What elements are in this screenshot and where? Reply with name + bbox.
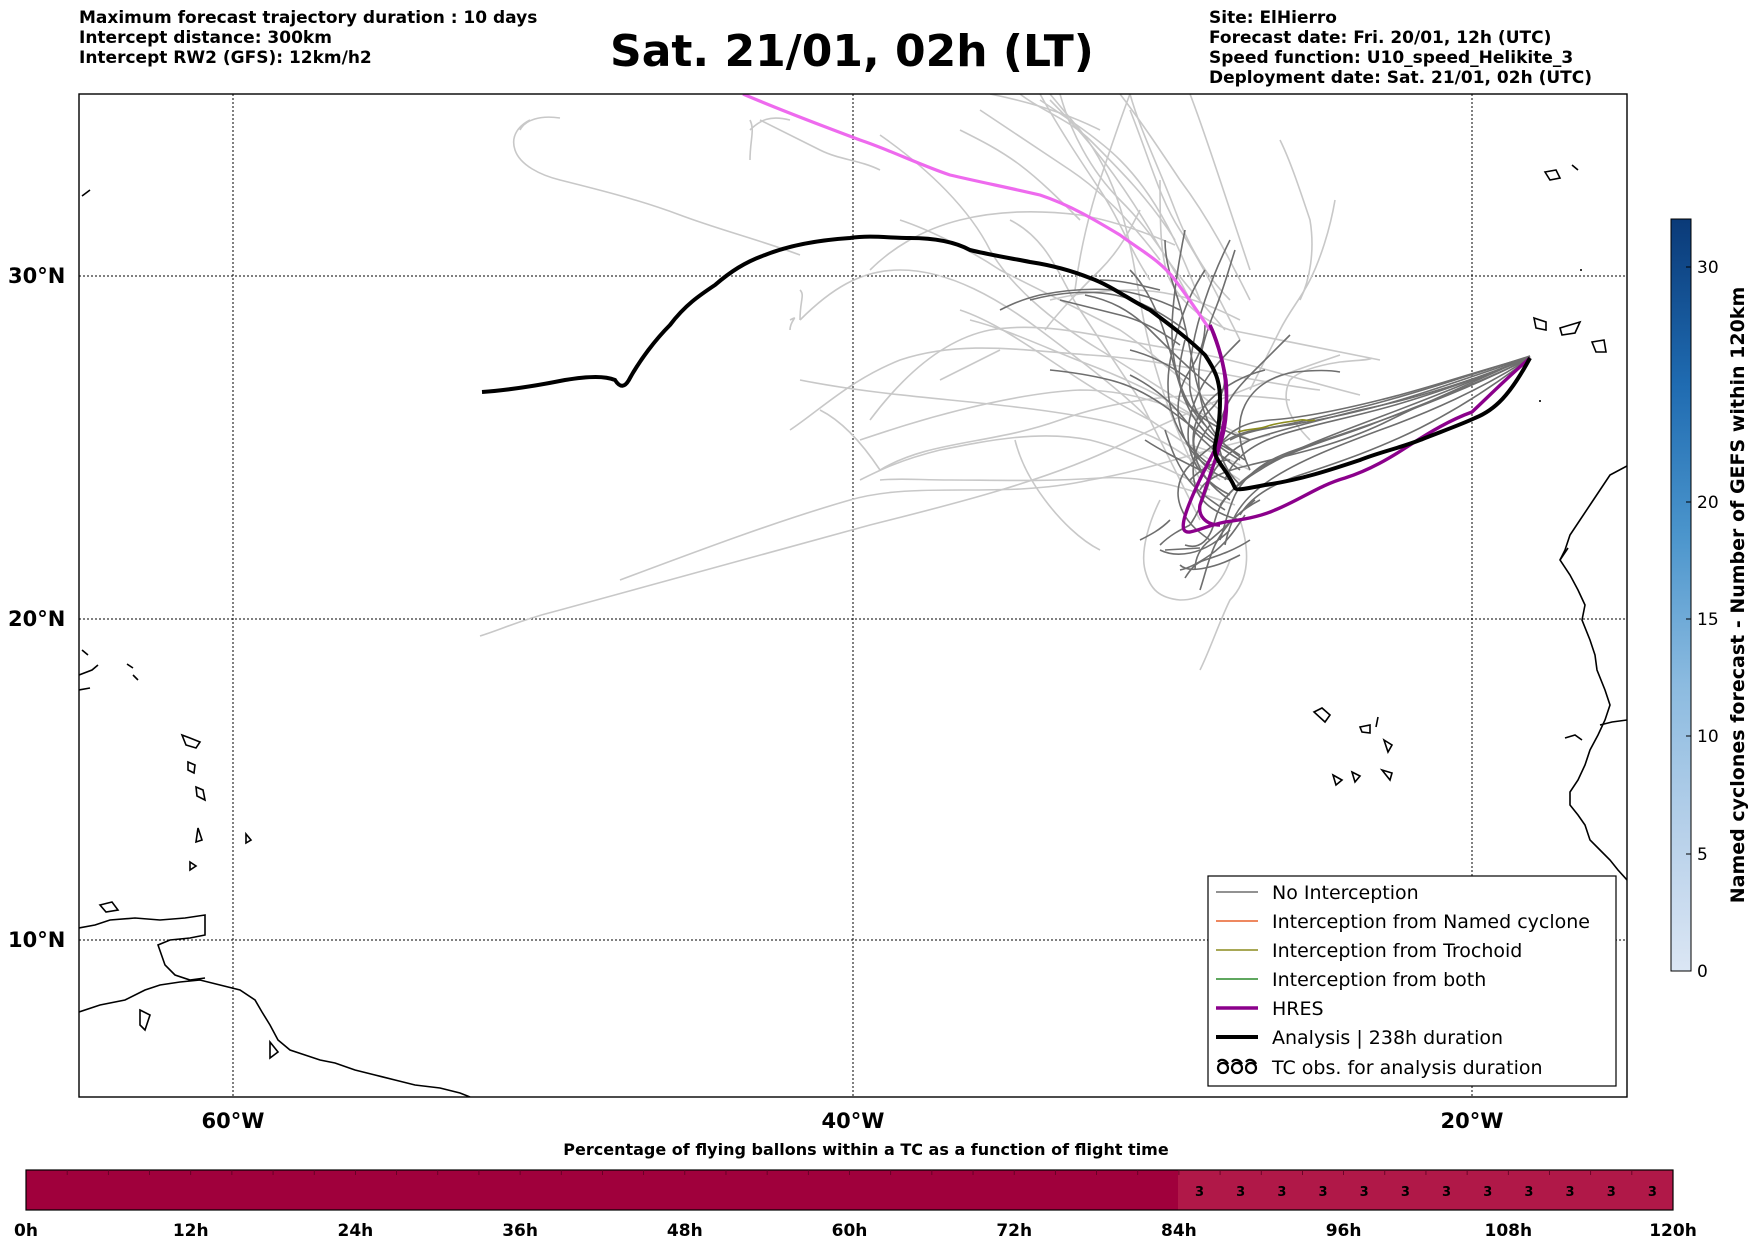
intercept-rw2-text: Intercept RW2 (GFS): 12km/h2 [79, 48, 372, 68]
colorbar-tick-0: 0 [1697, 962, 1708, 982]
colorbar-tick-20: 20 [1697, 493, 1719, 513]
colorbar-gradient [1670, 218, 1692, 972]
speed-function-text: Speed function: U10_speed_Helikite_3 [1209, 48, 1574, 68]
trajectory-trochoid-interception [1237, 418, 1316, 433]
bar-tick-label: 24h [338, 1221, 374, 1241]
coastline-africa [1312, 164, 1627, 881]
legend-box [1207, 875, 1617, 1087]
trajectory-hres-extension [742, 94, 1212, 331]
bar-tick-labels: 0h 12h 24h 36h 48h 60h 72h 84h 96h 108h 120h [14, 1221, 1697, 1241]
lat-label-10n: 10°N [8, 928, 65, 952]
trajectory-hres-turn [1197, 324, 1229, 527]
bar-tick-label: 60h [832, 1221, 868, 1241]
bar-cell-value: 3 [1483, 1185, 1492, 1200]
bar-cell-value: 3 [1442, 1185, 1451, 1200]
lat-label-20n: 20°N [8, 607, 65, 631]
legend-label-hres: HRES [1272, 998, 1324, 1020]
bar-cell-labels: 3 3 3 3 3 3 3 3 3 3 3 3 [1195, 1185, 1657, 1200]
bar-tick-label: 12h [173, 1221, 209, 1241]
bar-tick-label: 0h [14, 1221, 38, 1241]
forecast-date-text: Forecast date: Fri. 20/01, 12h (UTC) [1209, 28, 1552, 48]
site-text: Site: ElHierro [1209, 8, 1337, 28]
bar-cell-value: 3 [1401, 1185, 1410, 1200]
header-right-info: Site: ElHierro Forecast date: Fri. 20/01… [1209, 8, 1592, 88]
bar-tick-label: 48h [667, 1221, 703, 1241]
colorbar-tick-5: 5 [1697, 845, 1708, 865]
bar-cell-value: 3 [1360, 1185, 1369, 1200]
colorbar-label: Named cyclones forecast - Number of GEFS… [1727, 287, 1749, 904]
bar-tick-label: 108h [1485, 1221, 1533, 1241]
bar-tick-label: 120h [1649, 1221, 1697, 1241]
colorbar-tick-10: 10 [1697, 727, 1719, 747]
bar-cell-value: 3 [1524, 1185, 1533, 1200]
bar-cell-value: 3 [1318, 1185, 1327, 1200]
colorbar: 0 5 10 15 20 30 Named cyclones forecast … [1670, 218, 1749, 982]
map-legend: No Interception Interception from Named … [1207, 875, 1617, 1087]
bar-cell-value: 3 [1236, 1185, 1245, 1200]
bar-cell-value: 3 [1648, 1185, 1657, 1200]
legend-label-no-interception: No Interception [1272, 882, 1419, 904]
bar-cell-value: 3 [1607, 1185, 1616, 1200]
colorbar-tick-30: 30 [1697, 258, 1719, 278]
flight-time-bar: Percentage of flying ballons within a TC… [14, 1140, 1697, 1241]
trajectories-no-interception [999, 229, 1531, 591]
bar-segment-dark [26, 1170, 1178, 1210]
bar-tick-label: 84h [1161, 1221, 1197, 1241]
coastline-caribbean [79, 189, 471, 1097]
legend-label-tc-obs: TC obs. for analysis duration [1271, 1057, 1543, 1079]
bar-cell-value: 3 [1277, 1185, 1286, 1200]
colorbar-tick-15: 15 [1697, 610, 1719, 630]
bar-cell-value: 3 [1566, 1185, 1575, 1200]
map-frame [78, 93, 1628, 1098]
flight-time-bar-title: Percentage of flying ballons within a TC… [563, 1140, 1169, 1159]
bar-segment-light [1178, 1170, 1673, 1210]
bar-tick-label: 72h [996, 1221, 1032, 1241]
lon-label-20w: 20°W [1441, 1109, 1504, 1133]
max-duration-text: Maximum forecast trajectory duration : 1… [79, 8, 538, 28]
lon-label-60w: 60°W [202, 1109, 265, 1133]
lat-label-30n: 30°N [8, 264, 65, 288]
deployment-date-text: Deployment date: Sat. 21/01, 02h (UTC) [1209, 68, 1593, 88]
legend-label-both: Interception from both [1272, 969, 1486, 991]
intercept-distance-text: Intercept distance: 300km [79, 28, 332, 48]
bar-cell-value: 3 [1195, 1185, 1204, 1200]
header-left-info: Maximum forecast trajectory duration : 1… [79, 8, 537, 68]
bar-tick-label: 96h [1326, 1221, 1362, 1241]
bar-cell-dividers [66, 1170, 1633, 1175]
page-title: Sat. 21/01, 02h (LT) [610, 26, 1094, 77]
cyclone-symbol-icon [1216, 1058, 1258, 1075]
bar-tick-label: 36h [502, 1221, 538, 1241]
legend-label-analysis: Analysis | 238h duration [1272, 1027, 1503, 1049]
legend-label-named-cyclone: Interception from Named cyclone [1272, 911, 1590, 933]
lon-label-40w: 40°W [822, 1109, 885, 1133]
trajectory-analysis [481, 234, 1532, 492]
trajectories-light [479, 94, 1381, 671]
legend-label-trochoid: Interception from Trochoid [1272, 940, 1522, 962]
